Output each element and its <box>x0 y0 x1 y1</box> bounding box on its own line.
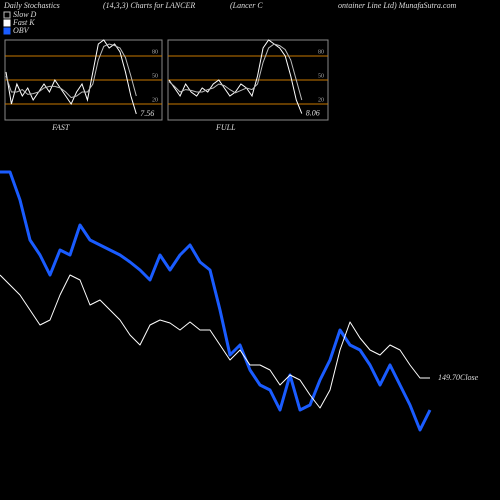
stoch-line <box>168 43 303 101</box>
close-name: Close <box>460 373 479 382</box>
value-label: 7.56 <box>140 109 154 118</box>
y-tick-label: 20 <box>318 97 324 103</box>
close-label: 149.70Close <box>438 373 479 382</box>
stoch-line <box>5 43 137 99</box>
close-value: 149.70 <box>438 373 460 382</box>
value-label: 8.06 <box>306 108 320 117</box>
y-tick-label: 80 <box>318 49 324 55</box>
close-line <box>0 274 430 409</box>
legend-swatch <box>3 27 11 35</box>
legend-label: Fast K <box>12 18 35 27</box>
y-tick-label: 20 <box>152 97 158 103</box>
legend-swatch <box>3 19 11 27</box>
header-text: Daily Stochastics <box>3 1 60 10</box>
header-text: (Lancer C <box>230 1 263 10</box>
header-text: ontainer Line Ltd) MunafaSutra.com <box>338 1 456 10</box>
stoch-line <box>5 39 137 115</box>
panel-title: FAST <box>51 123 70 132</box>
legend-swatch <box>3 11 11 19</box>
legend-label: OBV <box>13 26 30 35</box>
stoch-line <box>168 39 303 114</box>
obv-line <box>0 170 432 432</box>
legend-label: Slow D <box>13 10 37 19</box>
y-tick-label: 80 <box>152 49 158 55</box>
panel-title: FULL <box>215 123 236 132</box>
header-text: (14,3,3) Charts for LANCER <box>103 1 195 10</box>
y-tick-label: 50 <box>152 73 158 79</box>
y-tick-label: 50 <box>318 73 324 79</box>
